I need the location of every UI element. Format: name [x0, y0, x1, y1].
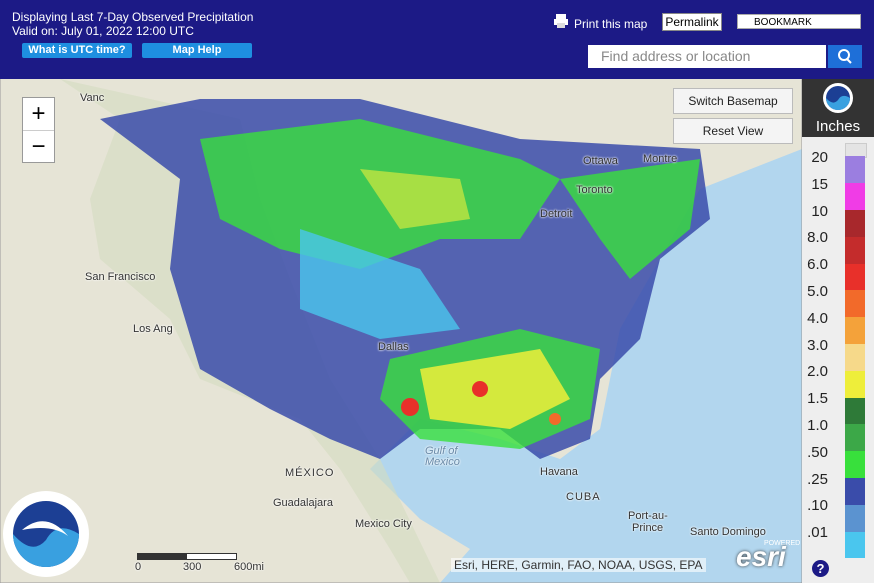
scale-label: 0 [135, 561, 142, 573]
place-label: Detroit [540, 208, 573, 220]
zoom-out[interactable]: − [31, 133, 46, 160]
help-button[interactable]: Map Help [142, 43, 252, 58]
zoom-in[interactable]: + [23, 98, 54, 131]
legend-swatch [845, 156, 865, 184]
valid-time: Valid on: July 01, 2022 12:00 UTC [12, 24, 194, 38]
place-label: Toronto [576, 184, 613, 196]
scale-label: 300 [183, 561, 202, 573]
legend-noaa-icon [823, 83, 853, 113]
reset-view-button[interactable]: Reset View [673, 118, 793, 144]
legend-swatch [845, 210, 865, 237]
attribution: Esri, HERE, Garmin, FAO, NOAA, USGS, EPA [451, 558, 706, 572]
legend-label: 3.0 [807, 336, 828, 354]
legend-label: .50 [807, 443, 828, 461]
place-label: Guadalajara [273, 497, 333, 509]
legend-label: 6.0 [807, 256, 828, 274]
place-label: MÉXICO [285, 467, 335, 479]
noaa-logo [3, 491, 89, 577]
legend-label: 4.0 [807, 309, 828, 327]
place-label: CUBA [566, 491, 601, 503]
place-label: Mexico City [355, 518, 412, 530]
permalink-button[interactable]: Permalink [662, 13, 722, 31]
place-label: Port-au- [628, 510, 668, 522]
search-input[interactable]: Find address or location [588, 45, 826, 68]
map[interactable] [0, 79, 802, 583]
legend-swatch [845, 183, 865, 210]
title: Displaying Last 7-Day Observed Precipita… [12, 10, 254, 24]
legend-swatch [845, 370, 865, 398]
legend-label: 2.0 [807, 363, 828, 381]
place-label: Ottawa [583, 155, 618, 167]
search-button[interactable] [828, 45, 862, 68]
legend-label: 5.0 [807, 283, 828, 300]
legend-swatch [845, 236, 865, 264]
place-label: Prince [632, 522, 664, 534]
legend-panel: Inches 20 15 10 8.0 6.0 5.0 4.0 3.0 2.0 1.5 1.0 .50… [802, 79, 874, 583]
place-label: San Francisco [85, 271, 156, 283]
place-label: Dallas [378, 341, 409, 353]
legend-label: 1.0 [807, 417, 828, 434]
legend-label: .10 [807, 497, 828, 515]
legend-label: 1.5 [807, 390, 828, 408]
help-icon[interactable]: ? [812, 560, 829, 577]
switch-basemap-button[interactable]: Switch Basemap [673, 88, 793, 114]
legend-swatch [845, 478, 865, 505]
esri-logo: esri [736, 541, 786, 572]
legend-swatch [845, 451, 865, 478]
legend-swatch [845, 531, 865, 559]
legend-swatch [845, 317, 865, 344]
legend-label: 8.0 [807, 229, 828, 247]
legend-swatch [845, 290, 865, 318]
utc-button[interactable]: What is UTC time? [22, 43, 132, 58]
legend-label: .25 [807, 470, 828, 488]
place-label: Santo Domingo [690, 526, 766, 538]
zoom-control: + − [22, 97, 55, 163]
legend-swatch [845, 504, 865, 532]
print-link[interactable]: Print this map [574, 17, 648, 31]
print-icon[interactable] [553, 13, 569, 29]
legend-swatch [845, 263, 865, 291]
place-label: Montre [643, 153, 678, 165]
legend-swatch [845, 397, 865, 425]
place-label: Havana [540, 466, 578, 478]
legend-swatch [845, 424, 865, 452]
header: Displaying Last 7-Day Observed Precipita… [0, 0, 874, 79]
legend-label: 20 [811, 149, 828, 166]
scale-label: 600mi [234, 561, 264, 573]
place-label: Gulf of [425, 445, 458, 457]
legend-label: 10 [811, 202, 828, 220]
legend-label: 15 [811, 175, 828, 193]
scale-bar [137, 553, 237, 560]
place-label: Los Ang [133, 323, 173, 335]
legend-swatch [845, 344, 865, 371]
bookmark-button[interactable]: BOOKMARK [737, 14, 861, 29]
legend-unit: Inches [815, 118, 861, 135]
place-label: Mexico [425, 456, 460, 468]
legend-label: .01 [807, 524, 828, 542]
esri-tag: POWERED BY [764, 540, 812, 547]
place-label: Vanc [80, 92, 105, 104]
